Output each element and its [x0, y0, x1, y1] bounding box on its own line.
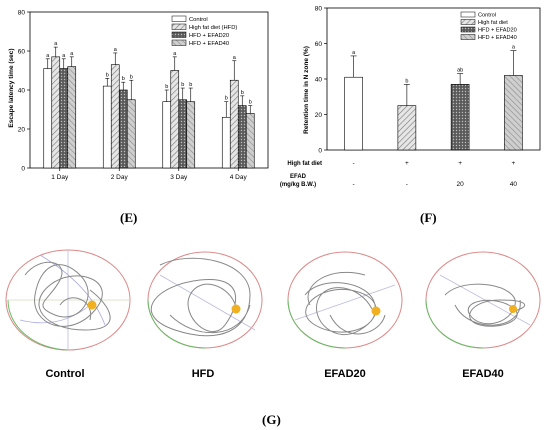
bar [162, 101, 172, 169]
significance-letter: b [130, 74, 133, 80]
bar [118, 89, 128, 169]
treatment-hfd-value: - [353, 160, 355, 167]
treatment-efad-value: - [353, 181, 355, 188]
significance-letter: b [241, 90, 244, 96]
significance-letter: b [181, 82, 184, 88]
legend-label: HFD + EFAD40 [478, 35, 517, 41]
y-tick-label: 40 [18, 88, 26, 95]
swim-tracks [5, 249, 541, 351]
significance-letter: ab [457, 68, 463, 74]
bar [67, 66, 77, 169]
x-tick-label: 3 Day [170, 174, 188, 181]
y-tick-label: 20 [315, 112, 323, 119]
panel-label-e: (E) [120, 210, 138, 225]
y-tick-label: 20 [18, 127, 26, 134]
significance-letter: a [233, 55, 237, 61]
legend-swatch [171, 39, 187, 46]
significance-letter: b [106, 72, 109, 78]
significance-letter: a [173, 51, 177, 57]
legend-swatch [460, 26, 476, 33]
legend-label: Control [478, 13, 496, 19]
legend-swatch [460, 19, 476, 25]
significance-letter: a [114, 47, 118, 53]
y-tick-label: 0 [318, 148, 322, 155]
row-label-efad-unit: (mg/kg B.W.) [280, 182, 316, 188]
legend-label: High fat diet (HFD) [189, 25, 237, 31]
bar [450, 84, 470, 151]
significance-letter: a [62, 53, 66, 59]
bar [344, 76, 363, 151]
significance-letter: b [225, 96, 228, 102]
treatment-efad-value: - [406, 181, 408, 188]
row-label-efad: EFAD [290, 174, 307, 180]
significance-letter: b [165, 84, 168, 90]
legend-swatch [460, 34, 476, 40]
bar [178, 99, 188, 169]
panel-label-f: (F) [420, 210, 437, 225]
bar [237, 105, 247, 169]
track-label-efad20: EFAD20 [324, 368, 366, 380]
chart-retention-time: 0 20 40 60 80 a - - b + - ab +20 a +40 High fat diet EFA… [280, 6, 541, 188]
track-label-efad40: EFAD40 [462, 368, 504, 380]
track-image-control [5, 249, 131, 351]
legend-label: HFD + EFAD40 [189, 41, 229, 47]
significance-letter: b [122, 76, 125, 82]
treatment-hfd-value: + [458, 160, 462, 167]
track-label-control: Control [45, 368, 85, 380]
legend-label: HFD + EFAD20 [478, 28, 517, 34]
y-tick-label: 60 [315, 41, 323, 48]
treatment-efad-value: 40 [510, 181, 518, 188]
legend-label: High fat diet [478, 20, 508, 26]
chart-e-ylabel: Escape latency time (sec) [8, 48, 15, 127]
legend-label: HFD + EFAD20 [189, 33, 229, 39]
y-tick-label: 40 [315, 77, 323, 84]
bar [221, 117, 231, 169]
treatment-hfd-value: + [405, 160, 409, 167]
bar [186, 101, 196, 169]
significance-letter: a [352, 50, 356, 56]
track-label-hfd: HFD [191, 368, 215, 380]
x-tick-label: 4 Day [230, 174, 248, 181]
bar [229, 79, 239, 169]
bar [170, 70, 180, 169]
chart-f-ylabel: Retention time in N zone (%) [303, 46, 310, 134]
bar [110, 64, 120, 169]
panel-label-g: (G) [262, 412, 281, 427]
legend-swatch [171, 31, 187, 38]
significance-letter: b [405, 78, 408, 84]
significance-letter: a [54, 41, 58, 47]
bar [43, 68, 53, 169]
chart-f-plot: 0 20 40 60 80 a - - b + - ab +20 a +40 High fat diet EFA… [280, 6, 541, 188]
significance-letter: b [249, 100, 252, 106]
bar [59, 68, 69, 169]
y-tick-label: 80 [18, 10, 26, 17]
bar [51, 56, 61, 169]
legend-swatch [171, 15, 187, 22]
significance-letter: b [189, 82, 192, 88]
row-label-hfd: High fat diet [287, 161, 322, 167]
bar [102, 85, 112, 169]
track-image-efad40 [425, 251, 541, 349]
significance-letter: a [46, 53, 50, 59]
y-tick-label: 60 [18, 49, 26, 56]
track-image-efad20 [287, 251, 403, 349]
y-tick-label: 0 [21, 166, 25, 173]
legend-swatch [460, 11, 476, 18]
bar [126, 99, 136, 169]
bar [397, 105, 417, 151]
x-tick-label: 2 Day [111, 174, 129, 181]
legend-label: Control [189, 17, 208, 23]
treatment-efad-value: 20 [457, 181, 465, 188]
x-tick-label: 1 Day [51, 174, 69, 181]
bar [504, 75, 523, 151]
significance-letter: a [70, 51, 74, 57]
treatment-hfd-value: + [511, 160, 515, 167]
legend-swatch [171, 23, 187, 30]
y-tick-label: 80 [315, 6, 323, 13]
bar [245, 113, 255, 169]
significance-letter: a [512, 45, 516, 51]
track-image-hfd [147, 251, 263, 349]
